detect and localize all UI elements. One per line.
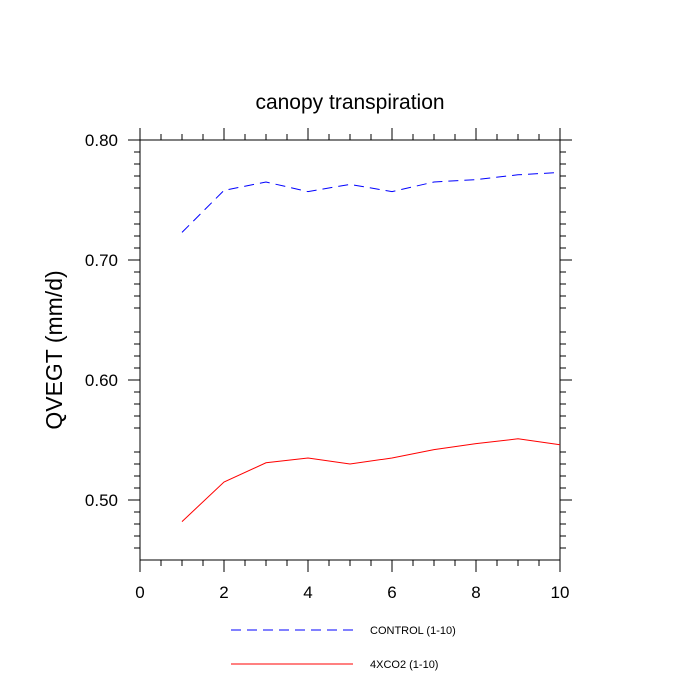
axis-ticks: 0 2 4 6 8 10 0.50 0.60 0.70 0.80 [85, 128, 572, 602]
data-series [181, 171, 561, 522]
legend-label-1: CONTROL (1-10) [370, 625, 456, 637]
y-tick-label: 0.50 [85, 491, 118, 510]
legend-label-2: 4XCO2 (1-10) [370, 659, 438, 671]
y-tick-label: 0.70 [85, 251, 118, 270]
x-tick-label: 2 [219, 583, 228, 602]
x-tick-label: 8 [471, 583, 480, 602]
y-tick-label: 0.80 [85, 131, 118, 150]
y-axis-label: QVEGT (mm/d) [41, 270, 67, 429]
series-line-2 [181, 438, 561, 522]
x-tick-label: 4 [303, 583, 312, 602]
legend: CONTROL (1-10) 4XCO2 (1-10) [231, 625, 456, 671]
y-tick-label: 0.60 [85, 371, 118, 390]
chart-title: canopy transpiration [255, 91, 444, 114]
series-line-1 [181, 171, 561, 233]
x-tick-label: 0 [135, 583, 144, 602]
plot-frame [139, 139, 561, 561]
x-tick-label: 6 [387, 583, 396, 602]
x-tick-label: 10 [551, 583, 570, 602]
